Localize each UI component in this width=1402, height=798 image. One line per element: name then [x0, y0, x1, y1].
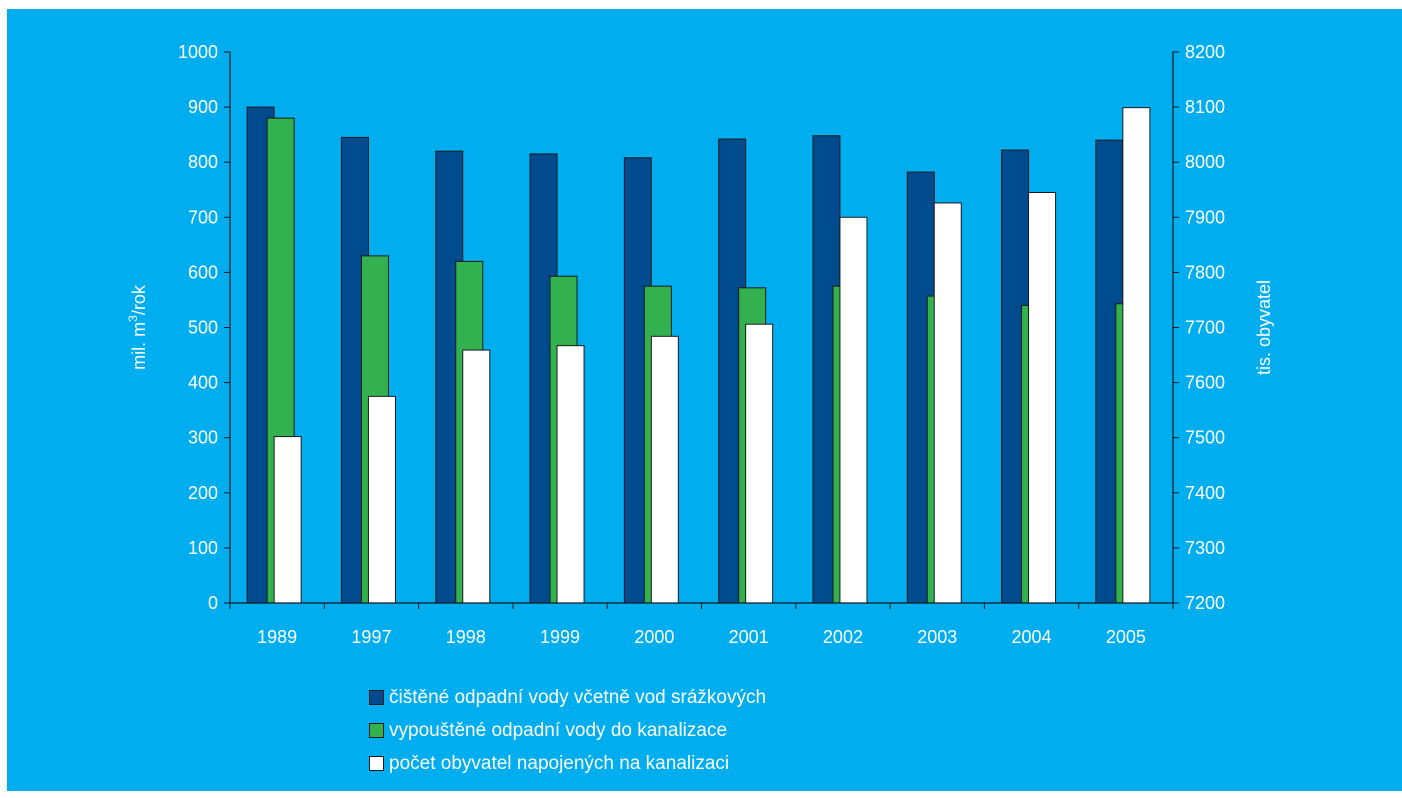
right-tick-label: 8100	[1185, 97, 1225, 117]
x-tick-label: 1998	[446, 627, 486, 647]
legend-label-discharged: vypouštěné odpadní vody do kanalizace	[389, 719, 728, 741]
bar-population-1998	[462, 349, 491, 604]
legend-swatch-population	[369, 756, 384, 771]
right-tick-label: 7300	[1185, 538, 1225, 558]
bar-population-1997	[367, 395, 396, 604]
bars-group	[246, 106, 1151, 604]
chart: 0 100 200 300 400 500 600 700 800 900 1000 7200 730…	[126, 42, 1274, 647]
bar-population-1999	[556, 345, 585, 604]
left-tick-label: 100	[188, 538, 218, 558]
left-tick-label: 200	[188, 483, 218, 503]
right-tick-label: 7900	[1185, 207, 1225, 227]
right-tick-label: 7500	[1185, 428, 1225, 448]
right-tick-label: 7400	[1185, 483, 1225, 503]
bar-population-2004	[1028, 192, 1057, 604]
bar-population-2005	[1122, 107, 1151, 604]
bar-population-1989	[273, 436, 302, 604]
x-tick-label: 2000	[634, 627, 674, 647]
x-tick-label: 2004	[1012, 627, 1052, 647]
legend-item-population: počet obyvatel napojených na kanalizaci	[369, 747, 766, 780]
legend-label-population: počet obyvatel napojených na kanalizaci	[389, 752, 730, 774]
legend-swatch-discharged	[369, 723, 384, 738]
left-tick-label: 1000	[178, 42, 218, 62]
x-tick-label: 2005	[1106, 627, 1146, 647]
left-tick-label: 700	[188, 207, 218, 227]
left-tick-label: 900	[188, 97, 218, 117]
bar-population-2003	[933, 202, 962, 604]
left-axis-ticks: 0 100 200 300 400 500 600 700 800 900 1000	[178, 42, 230, 613]
right-tick-label: 8200	[1185, 42, 1225, 62]
left-tick-label: 600	[188, 262, 218, 282]
legend: čištěné odpadní vody včetně vod srážkový…	[369, 681, 766, 780]
right-tick-label: 7700	[1185, 318, 1225, 338]
legend-label-treated: čištěné odpadní vody včetně vod srážkový…	[389, 686, 767, 708]
right-tick-label: 8000	[1185, 152, 1225, 172]
x-axis-ticks: 1989 1997 1998 1999 2000 2001 2002 2003 2004 2005	[229, 603, 1174, 647]
legend-item-treated: čištěné odpadní vody včetně vod srážkový…	[369, 681, 766, 714]
left-tick-label: 400	[188, 373, 218, 393]
bar-population-2001	[745, 323, 774, 604]
legend-swatch-treated	[369, 690, 384, 705]
left-tick-label: 500	[188, 318, 218, 338]
left-tick-label: 0	[208, 593, 218, 613]
left-tick-label: 300	[188, 428, 218, 448]
right-axis-title: tis. obyvatel	[1254, 280, 1274, 375]
bar-population-2002	[839, 216, 868, 604]
right-axis-ticks: 7200 7300 7400 7500 7600 7700 7800 7900 8000 8100…	[1173, 42, 1225, 613]
x-tick-label: 1999	[540, 627, 580, 647]
right-tick-label: 7200	[1185, 593, 1225, 613]
chart-background: 0 100 200 300 400 500 600 700 800 900 1000 7200 730…	[7, 9, 1402, 791]
bar-population-2000	[650, 335, 679, 604]
right-tick-label: 7600	[1185, 373, 1225, 393]
left-tick-label: 800	[188, 152, 218, 172]
x-tick-label: 2001	[729, 627, 769, 647]
legend-item-discharged: vypouštěné odpadní vody do kanalizace	[369, 714, 766, 747]
left-axis-title: mil. m3/rok	[126, 284, 149, 370]
x-tick-label: 2003	[917, 627, 957, 647]
x-tick-label: 1989	[257, 627, 297, 647]
x-tick-label: 2002	[823, 627, 863, 647]
x-tick-label: 1997	[351, 627, 391, 647]
right-tick-label: 7800	[1185, 262, 1225, 282]
